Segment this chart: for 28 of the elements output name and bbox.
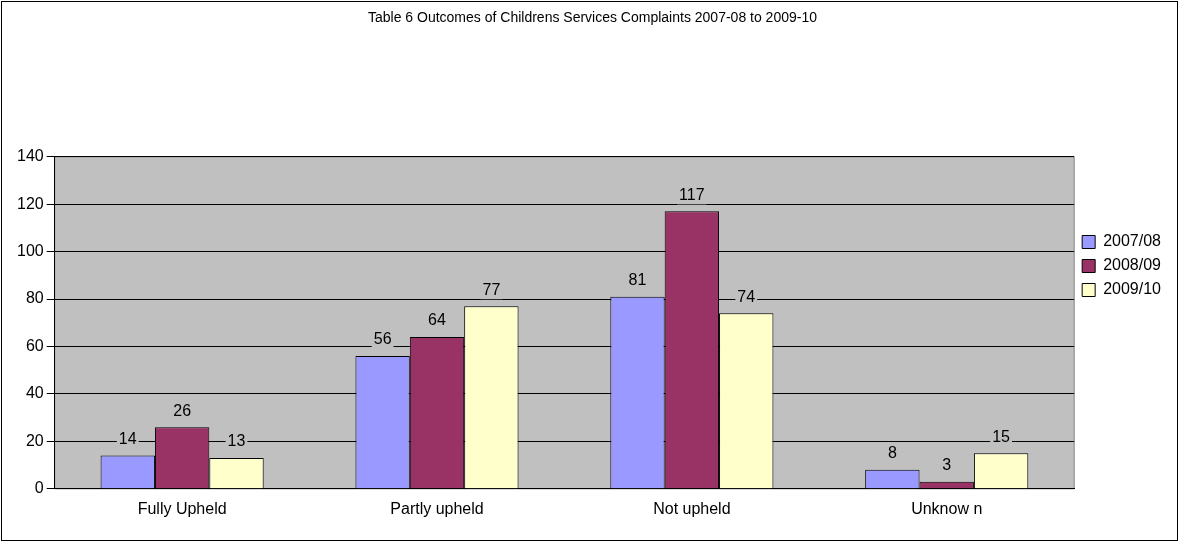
y-tick-label: 100 (16, 242, 44, 260)
y-tick-label: 40 (25, 384, 44, 402)
data-label: 8 (887, 444, 897, 462)
data-label: 13 (227, 432, 246, 450)
legend-label: 2008/09 (1103, 256, 1162, 274)
data-label: 117 (679, 185, 705, 203)
legend-label: 2009/10 (1103, 280, 1162, 298)
x-tick-label: Partly upheld (390, 499, 484, 517)
data-label: 77 (482, 280, 501, 298)
y-tick-label: 0 (34, 479, 44, 497)
data-label: 26 (173, 401, 192, 419)
data-label: 64 (428, 311, 446, 329)
y-tick-label: 80 (25, 289, 44, 307)
y-tick-label: 20 (25, 431, 44, 449)
data-label: 74 (737, 287, 756, 305)
data-label: 3 (942, 456, 952, 474)
data-label: 14 (118, 430, 137, 448)
data-label: 15 (992, 427, 1011, 445)
y-tick-label: 140 (16, 147, 44, 165)
y-tick-label: 60 (25, 336, 44, 354)
y-tick-label: 120 (16, 194, 44, 212)
x-tick-label: Not upheld (653, 499, 731, 517)
data-label: 56 (373, 330, 392, 348)
x-tick-label: Unknow n (911, 499, 983, 517)
x-tick-label: Fully Upheld (137, 499, 227, 517)
legend-label: 2007/08 (1103, 232, 1162, 250)
chart-title: Table 6 Outcomes of Childrens Services Complaints 2007-08 to 2009-10 (367, 9, 818, 26)
data-label: 81 (628, 271, 647, 289)
